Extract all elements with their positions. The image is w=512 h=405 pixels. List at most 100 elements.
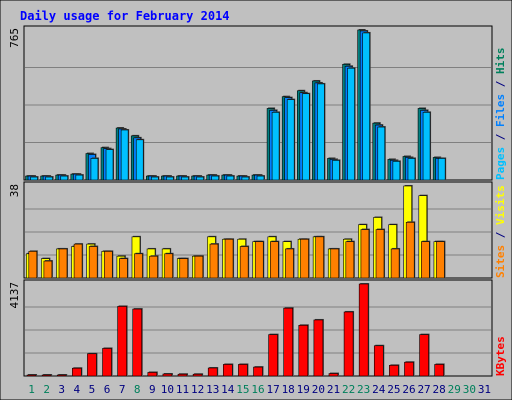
x-tick-label: 14 <box>221 383 235 396</box>
panel-max-label: 38 <box>8 184 21 197</box>
x-tick-label: 12 <box>191 383 204 396</box>
bar-shadow <box>28 374 38 375</box>
bar-pages-day-25 <box>392 161 401 181</box>
x-tick-label: 30 <box>463 383 476 396</box>
bar-kbytes-day-9 <box>147 372 158 377</box>
x-tick-label: 23 <box>357 383 370 396</box>
bar-pages-day-19 <box>301 93 310 181</box>
bar-kbytes-day-22 <box>343 311 354 377</box>
bar-pages-day-9 <box>151 176 159 181</box>
legend-entry: Pages <box>494 147 507 180</box>
bar-pages-day-14 <box>226 175 235 181</box>
legend-entry: / <box>494 74 507 94</box>
bar-kbytes-day-18 <box>283 307 293 377</box>
bar-kbytes-day-12 <box>192 373 203 377</box>
bar-pages-day-5 <box>90 158 99 181</box>
bar-pages-day-23 <box>362 32 370 181</box>
bar-kbytes-day-16 <box>253 366 263 377</box>
bar-sites-day-24 <box>375 229 385 279</box>
bar-sites-day-14 <box>224 238 234 279</box>
panel-legend: Pages / Files / Hits <box>494 48 507 181</box>
bar-sites-day-27 <box>421 241 430 279</box>
x-tick-label: 15 <box>236 383 249 396</box>
legend-entry: Visits <box>494 185 507 225</box>
bar-sites-day-2 <box>43 260 53 279</box>
legend-entry: KBytes <box>494 336 507 376</box>
panel-legend: KBytes <box>494 336 507 376</box>
bar-pages-day-1 <box>30 176 38 181</box>
panel-visits-sites: 38 Sites / Visits <box>8 181 507 279</box>
bar-pages-day-3 <box>60 175 69 181</box>
bar-sites-day-15 <box>239 246 249 279</box>
bar-kbytes-day-3 <box>56 374 67 377</box>
bar-kbytes-day-15 <box>238 364 248 377</box>
bar-pages-day-24 <box>377 126 386 181</box>
x-tick-label: 16 <box>251 383 264 396</box>
bar-kbytes-day-1 <box>26 374 37 377</box>
bar-sites-day-19 <box>300 238 309 279</box>
bar-kbytes-day-25 <box>389 365 399 377</box>
bar-pages-day-20 <box>317 83 325 181</box>
bar-kbytes-day-2 <box>41 374 52 377</box>
bar-kbytes-day-10 <box>162 373 173 377</box>
bar-kbytes-day-19 <box>298 324 309 377</box>
series-kbytes <box>26 283 445 377</box>
panel-max-label: 765 <box>8 28 21 48</box>
bar-sites-day-18 <box>285 248 294 279</box>
panel-frame <box>23 279 493 377</box>
bar-kbytes-day-21 <box>328 373 339 377</box>
legend-entry: / <box>494 127 507 147</box>
chart-title: Daily usage for February 2014 <box>20 9 230 23</box>
x-tick-label: 19 <box>297 383 310 396</box>
x-tick-label: 1 <box>28 383 35 396</box>
x-tick-label: 28 <box>433 383 446 396</box>
bar-kbytes-day-28 <box>434 364 444 377</box>
x-tick-label: 10 <box>161 383 174 396</box>
x-tick-label: 9 <box>149 383 156 396</box>
bar-sites-day-13 <box>209 243 219 279</box>
bar-kbytes-day-4 <box>72 367 82 377</box>
x-tick-label: 13 <box>206 383 219 396</box>
bar-pages-day-26 <box>407 158 416 181</box>
bar-kbytes-day-23 <box>358 283 369 377</box>
bar-sites-day-22 <box>345 241 355 279</box>
bar-pages-day-13 <box>211 175 220 181</box>
bar-kbytes-day-24 <box>373 345 384 377</box>
bar-sites-day-12 <box>194 255 204 279</box>
bar-sites-day-5 <box>88 246 98 279</box>
bar-pages-day-11 <box>181 176 189 181</box>
x-axis: 1 2 3 4 5 6 7 8 9 10 11 12 13 14 15 16 17 18 19 20 21 22 23 24 2… <box>28 383 491 396</box>
bar-kbytes-day-13 <box>207 367 218 377</box>
panel-kbytes: 4137 KBytes <box>8 279 507 377</box>
bar-kbytes-day-17 <box>268 334 278 377</box>
bar-sites-day-23 <box>360 229 370 279</box>
bar-pages-day-18 <box>286 99 295 181</box>
legend-entry: Hits <box>494 48 507 75</box>
bar-pages-day-12 <box>196 176 204 181</box>
bar-sites-day-16 <box>254 241 264 279</box>
bar-sites-day-17 <box>270 241 279 279</box>
x-tick-label: 7 <box>119 383 126 396</box>
legend-entry: Files <box>494 94 507 127</box>
x-tick-label: 24 <box>372 383 386 396</box>
bar-kbytes-day-8 <box>132 308 143 377</box>
panel-max-label: 4137 <box>8 282 21 309</box>
bar-sites-day-20 <box>315 236 324 279</box>
bar-pages-day-2 <box>45 176 53 181</box>
bar-sites-day-9 <box>149 255 158 279</box>
bar-shadow <box>58 374 68 375</box>
bar-kbytes-day-11 <box>177 373 188 377</box>
bar-pages-day-15 <box>241 176 250 181</box>
bar-kbytes-day-5 <box>87 353 97 377</box>
x-tick-label: 26 <box>402 383 415 396</box>
x-tick-label: 29 <box>448 383 461 396</box>
x-tick-label: 4 <box>74 383 81 396</box>
bar-pages-day-22 <box>347 67 355 181</box>
bar-kbytes-day-27 <box>419 334 429 377</box>
bar-pages-day-28 <box>437 158 446 181</box>
x-tick-label: 27 <box>417 383 430 396</box>
legend-entry: / <box>494 225 507 245</box>
bar-sites-day-26 <box>405 222 415 279</box>
panel-hits-files-pages: 765 Pages / Files / Hits <box>8 25 507 181</box>
